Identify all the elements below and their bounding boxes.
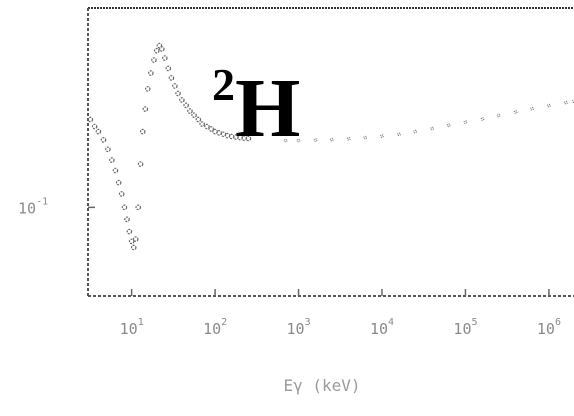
x-tick-label: 102 bbox=[203, 317, 227, 338]
data-point bbox=[283, 138, 288, 143]
data-point bbox=[564, 100, 568, 105]
data-point bbox=[165, 65, 172, 72]
x-tick-exponent: 5 bbox=[471, 317, 477, 328]
data-point bbox=[126, 228, 133, 235]
data-point bbox=[446, 123, 451, 128]
isotope-annotation: 2H bbox=[212, 59, 300, 155]
data-point bbox=[546, 103, 551, 108]
data-point bbox=[187, 108, 193, 114]
x-tick-label: 106 bbox=[537, 317, 561, 338]
x-tick-exponent: 6 bbox=[555, 317, 561, 328]
data-point bbox=[87, 116, 94, 123]
data-point bbox=[380, 134, 384, 139]
data-point bbox=[204, 123, 210, 130]
data-point bbox=[156, 42, 163, 49]
data-point bbox=[115, 179, 122, 186]
data-point bbox=[148, 70, 154, 76]
data-point bbox=[245, 135, 252, 142]
y-tick-base: 10 bbox=[18, 199, 36, 217]
data-point bbox=[153, 47, 160, 54]
data-point bbox=[139, 128, 146, 135]
data-point bbox=[175, 90, 181, 97]
data-point bbox=[363, 135, 368, 140]
data-point bbox=[128, 238, 135, 245]
data-point bbox=[162, 55, 168, 61]
data-point bbox=[313, 138, 318, 143]
x-tick-base: 10 bbox=[120, 320, 138, 338]
x-tick-label: 101 bbox=[120, 317, 144, 338]
isotope-mass-number: 2 bbox=[212, 59, 235, 110]
data-point bbox=[208, 126, 215, 132]
data-point bbox=[130, 244, 137, 251]
x-tick-label: 104 bbox=[370, 317, 394, 338]
y-tick-label: 10-1 bbox=[18, 196, 48, 217]
data-point bbox=[195, 116, 202, 123]
data-point bbox=[496, 113, 501, 118]
data-point bbox=[480, 117, 485, 121]
data-series-2 bbox=[283, 99, 574, 143]
data-point bbox=[121, 204, 128, 211]
data-point bbox=[105, 146, 111, 153]
data-point bbox=[183, 102, 189, 109]
data-point bbox=[135, 204, 142, 211]
x-tick-label: 105 bbox=[453, 317, 477, 338]
data-point bbox=[112, 167, 119, 174]
data-point bbox=[137, 161, 144, 167]
data-point bbox=[118, 191, 125, 197]
data-series bbox=[87, 42, 574, 251]
data-point bbox=[132, 236, 139, 242]
data-point bbox=[397, 132, 401, 137]
data-point bbox=[530, 106, 535, 111]
data-point bbox=[151, 57, 157, 63]
data-point bbox=[91, 123, 98, 130]
axis-ticks bbox=[88, 206, 550, 296]
data-point bbox=[124, 216, 130, 223]
x-tick-base: 10 bbox=[537, 320, 555, 338]
data-point bbox=[199, 121, 205, 127]
data-point bbox=[100, 137, 107, 143]
data-series-1 bbox=[87, 42, 252, 251]
data-point bbox=[142, 106, 149, 112]
data-point bbox=[109, 157, 115, 163]
data-point bbox=[95, 128, 102, 135]
data-point bbox=[172, 83, 178, 89]
data-point bbox=[159, 46, 165, 52]
data-point bbox=[168, 75, 175, 81]
y-tick-exponent: -1 bbox=[36, 196, 48, 207]
data-point bbox=[346, 136, 351, 141]
data-point bbox=[430, 126, 435, 131]
data-point bbox=[191, 112, 197, 118]
x-axis-title: Eγ (keV) bbox=[283, 376, 360, 395]
x-tick-exponent: 1 bbox=[138, 317, 144, 328]
data-point bbox=[413, 129, 418, 134]
x-tick-exponent: 4 bbox=[388, 317, 394, 328]
data-point bbox=[513, 110, 518, 114]
x-tick-label: 103 bbox=[287, 317, 311, 338]
isotope-symbol: H bbox=[235, 62, 300, 155]
x-tick-base: 10 bbox=[203, 320, 221, 338]
data-point bbox=[296, 138, 301, 143]
plot-frame bbox=[87, 7, 574, 297]
x-tick-base: 10 bbox=[453, 320, 471, 338]
x-tick-base: 10 bbox=[287, 320, 305, 338]
data-point bbox=[463, 120, 468, 125]
x-tick-exponent: 2 bbox=[221, 317, 227, 328]
data-point bbox=[329, 137, 334, 142]
data-point bbox=[144, 86, 151, 92]
x-tick-exponent: 3 bbox=[305, 317, 311, 328]
data-point bbox=[179, 97, 185, 103]
x-tick-base: 10 bbox=[370, 320, 388, 338]
